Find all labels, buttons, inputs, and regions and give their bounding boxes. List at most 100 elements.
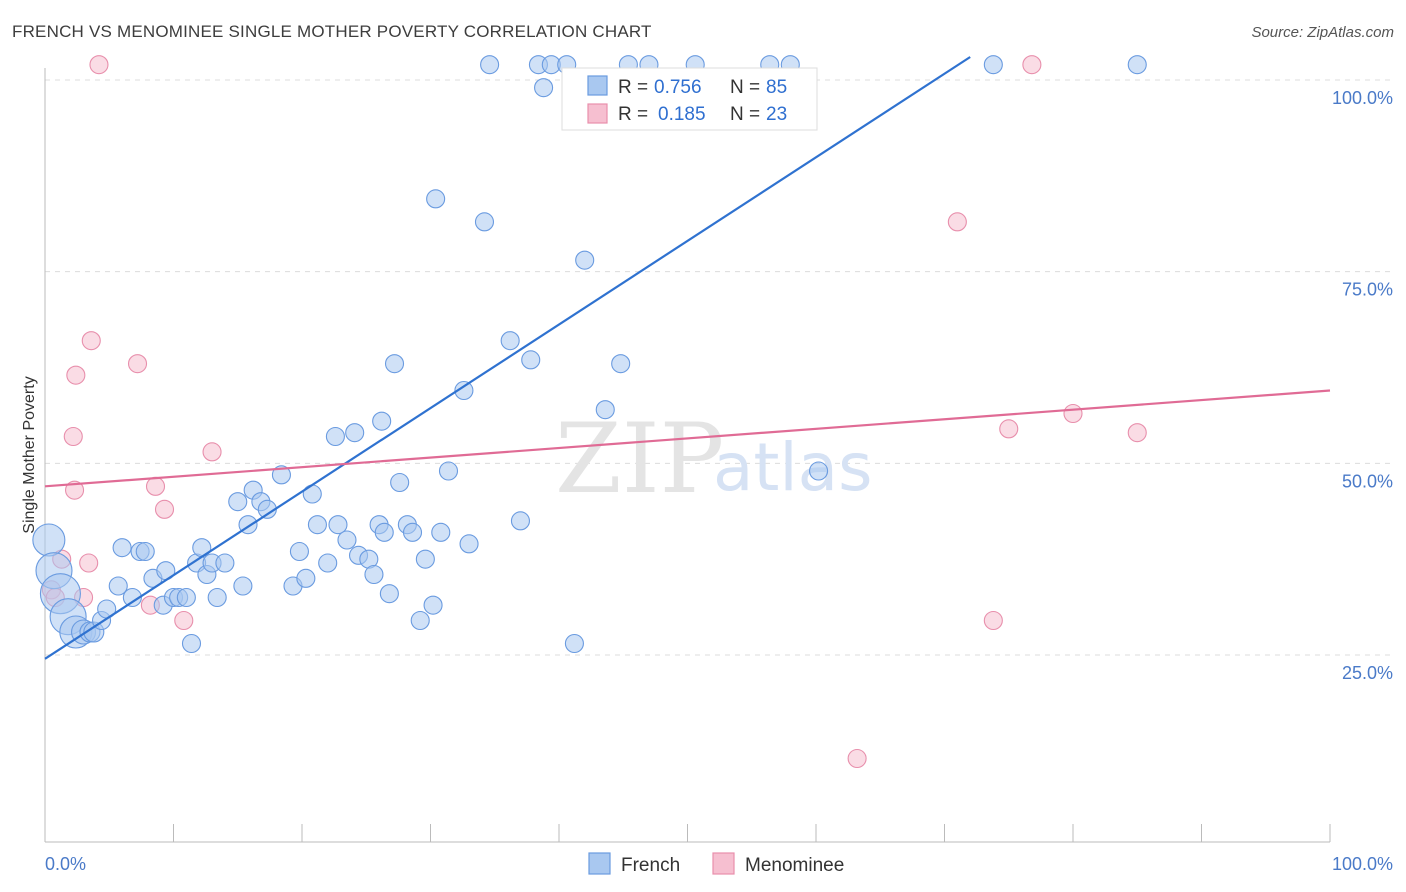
- french-point: [345, 423, 365, 443]
- french-point: [372, 411, 392, 431]
- y-tick-label: 100.0%: [1332, 88, 1393, 108]
- x-tick-label: 0.0%: [45, 854, 86, 874]
- legend-r-value-french: 0.756: [654, 77, 702, 98]
- french-trendline: [44, 56, 971, 660]
- french-point: [289, 541, 309, 562]
- french-point: [500, 331, 520, 351]
- french-point: [384, 354, 405, 374]
- french-point: [423, 595, 443, 615]
- french-point: [595, 400, 615, 420]
- french-point: [459, 534, 479, 554]
- menominee-point: [65, 480, 85, 500]
- french-point: [207, 587, 227, 608]
- french-point: [271, 465, 291, 485]
- menominee-point: [174, 610, 194, 631]
- menominee-point: [1063, 403, 1083, 424]
- french-point: [1127, 55, 1147, 75]
- watermark: ZIP atlas: [555, 403, 873, 515]
- grid-lines: [45, 79, 1392, 656]
- french-point: [564, 633, 584, 654]
- french-point: [521, 350, 541, 370]
- menominee-point: [154, 499, 175, 519]
- french-point: [454, 380, 474, 401]
- french-point: [176, 587, 196, 608]
- french-point: [181, 633, 202, 654]
- french-point: [337, 530, 357, 550]
- french-point: [135, 541, 155, 562]
- menominee-point: [1127, 423, 1147, 443]
- legend-n-value-french: 85: [766, 77, 787, 98]
- menominee-point: [127, 354, 148, 374]
- french-point: [233, 576, 253, 596]
- legend-swatch-french: [587, 75, 608, 96]
- french-point: [112, 538, 132, 558]
- french-point: [510, 511, 531, 531]
- french-point: [415, 549, 435, 569]
- bottom-legend-menominee: Menominee: [745, 855, 844, 876]
- french-point: [534, 78, 554, 98]
- correlation-legend: R = 0.756 N = 85 R = 0.185 N = 23: [561, 67, 818, 131]
- menominee-point: [81, 331, 101, 351]
- legend-n-label-menominee: N =: [730, 104, 760, 125]
- french-point: [318, 553, 338, 573]
- chart-title: FRENCH VS MENOMINEE SINGLE MOTHER POVERT…: [12, 22, 652, 41]
- menominee-point: [89, 55, 109, 75]
- french-point: [410, 610, 430, 631]
- x-tick-label: 100.0%: [1332, 854, 1393, 874]
- axes: [44, 68, 1331, 843]
- french-point: [302, 484, 322, 504]
- legend-r-label-french: R =: [618, 77, 648, 98]
- bottom-legend-french: French: [621, 855, 680, 876]
- french-point: [983, 55, 1003, 75]
- menominee-trendline: [44, 389, 1331, 488]
- menominee-point: [145, 476, 166, 496]
- french-points: [32, 55, 1147, 654]
- french-point: [809, 461, 829, 481]
- french-point: [122, 587, 142, 608]
- y-axis-label: Single Mother Poverty: [21, 376, 38, 533]
- menominee-point: [847, 748, 867, 769]
- legend-r-value-menominee: 0.185: [658, 104, 706, 125]
- french-point: [215, 553, 235, 573]
- tick-labels: 25.0% 50.0% 75.0% 100.0% 0.0% 100.0%: [45, 88, 1393, 874]
- menominee-point: [1022, 55, 1042, 75]
- french-point: [480, 55, 500, 75]
- french-point: [431, 522, 451, 542]
- french-point: [364, 564, 384, 585]
- source-label: Source: ZipAtlas.com: [1251, 24, 1394, 41]
- french-point: [438, 461, 459, 481]
- french-point: [228, 492, 248, 512]
- menominee-point: [79, 553, 99, 573]
- french-point: [325, 426, 345, 447]
- menominee-point: [947, 212, 967, 232]
- y-tick-label: 75.0%: [1342, 280, 1393, 300]
- french-point: [402, 522, 423, 542]
- french-point: [611, 354, 631, 374]
- french-point: [307, 515, 327, 535]
- menominee-point: [999, 419, 1019, 439]
- legend-r-label-menominee: R =: [618, 104, 648, 125]
- y-tick-label: 50.0%: [1342, 471, 1393, 491]
- legend-n-label-french: N =: [730, 77, 760, 98]
- french-point: [374, 522, 394, 542]
- french-point: [108, 576, 128, 596]
- legend-swatch-menominee: [587, 103, 608, 124]
- bottom-legend-swatch-french: [588, 852, 611, 875]
- watermark-zip: ZIP: [555, 403, 724, 515]
- trend-lines: [44, 56, 1331, 660]
- watermark-atlas: atlas: [713, 429, 873, 506]
- menominee-point: [983, 610, 1003, 631]
- french-point: [390, 472, 410, 493]
- series-legend: French Menominee: [588, 852, 844, 876]
- french-point: [426, 189, 446, 209]
- y-tick-label: 25.0%: [1342, 663, 1393, 683]
- french-point: [575, 250, 595, 270]
- french-point: [474, 212, 495, 232]
- french-point: [328, 515, 348, 535]
- menominee-point: [66, 365, 86, 385]
- menominee-point: [202, 442, 222, 462]
- bottom-legend-swatch-menominee: [712, 852, 735, 875]
- legend-n-value-menominee: 23: [766, 104, 787, 125]
- menominee-point: [63, 426, 83, 447]
